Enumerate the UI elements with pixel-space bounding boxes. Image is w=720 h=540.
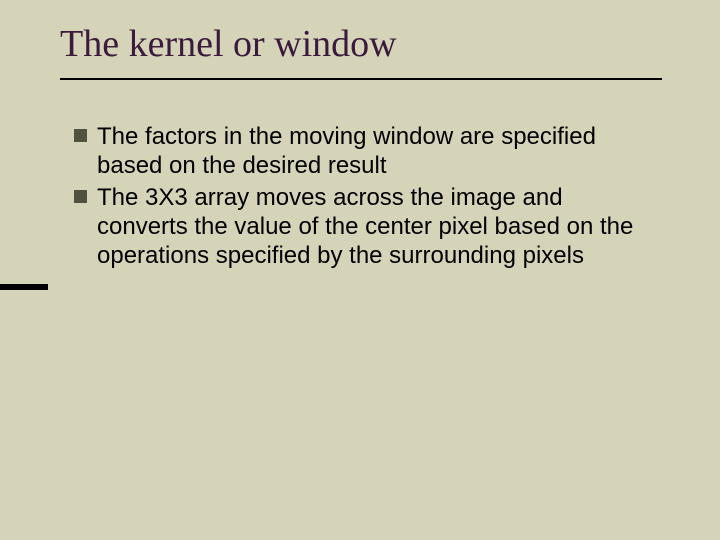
bullet-text: The factors in the moving window are spe…	[97, 122, 656, 181]
title-underline	[60, 78, 662, 80]
left-accent-bar	[0, 284, 48, 290]
square-bullet-icon	[74, 190, 87, 203]
content-area: The factors in the moving window are spe…	[74, 122, 656, 272]
square-bullet-icon	[74, 129, 87, 142]
bullet-item: The 3X3 array moves across the image and…	[74, 183, 656, 271]
bullet-item: The factors in the moving window are spe…	[74, 122, 656, 181]
bullet-text: The 3X3 array moves across the image and…	[97, 183, 656, 271]
slide: The kernel or window The factors in the …	[0, 0, 720, 540]
slide-title: The kernel or window	[60, 22, 397, 66]
